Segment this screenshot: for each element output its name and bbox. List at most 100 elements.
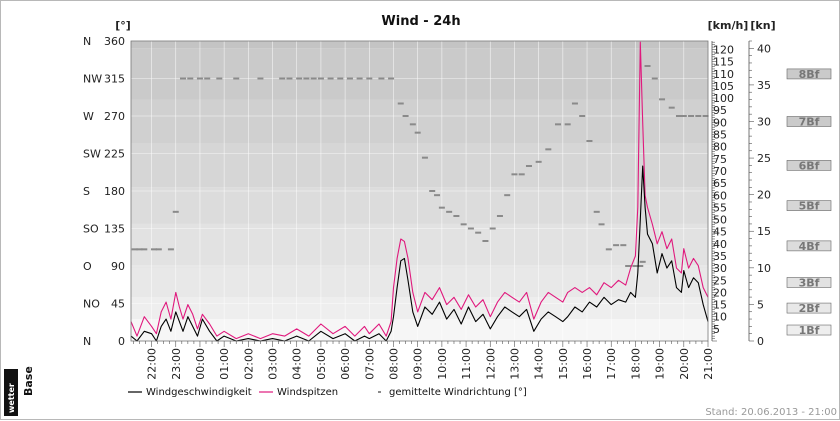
x-tick-label: 03:00 — [267, 348, 280, 380]
kmh-tick-label: 50 — [713, 214, 727, 227]
kmh-tick-label: 40 — [713, 238, 727, 251]
direction-point — [233, 77, 240, 80]
kmh-tick-label: 15 — [713, 299, 727, 312]
direction-point — [688, 115, 695, 117]
direction-point — [257, 77, 264, 80]
kn-tick-label: 40 — [757, 42, 771, 55]
direction-point — [279, 77, 286, 80]
legend-label-speed: Windgeschwindigkeit — [146, 387, 252, 398]
direction-point — [489, 227, 496, 230]
left-tick-label: 270 — [104, 110, 125, 123]
direction-point — [586, 140, 593, 142]
direction-point — [564, 123, 571, 126]
x-tick-label: 00:00 — [194, 348, 207, 380]
direction-point — [695, 115, 702, 117]
brand-logo-text: wetter — [7, 383, 16, 413]
direction-point — [535, 160, 542, 163]
direction-label: O — [83, 260, 92, 273]
direction-label: SO — [83, 223, 99, 236]
x-tick-label: 10:00 — [436, 348, 449, 380]
direction-point — [303, 77, 310, 80]
direction-point — [414, 131, 421, 134]
kmh-tick-label: 110 — [713, 68, 734, 81]
x-tick-label: 02:00 — [242, 348, 255, 380]
direction-point — [421, 156, 428, 159]
direction-series — [131, 65, 709, 267]
kn-tick-label: 20 — [757, 189, 771, 202]
kmh-tick-label: 30 — [713, 262, 727, 275]
kn-tick-label: 15 — [757, 225, 771, 238]
kmh-tick-label: 120 — [713, 44, 734, 57]
direction-label: S — [83, 185, 90, 198]
legend-swatch-direction — [378, 391, 381, 393]
legend-label-gust: Windspitzen — [277, 387, 338, 398]
kmh-tick-label: 80 — [713, 141, 727, 154]
beaufort-band — [131, 99, 708, 144]
left-tick-label: 360 — [104, 35, 125, 48]
x-tick-label: 05:00 — [315, 348, 328, 380]
direction-point — [150, 248, 157, 251]
direction-point — [216, 77, 223, 80]
direction-point — [593, 210, 600, 213]
direction-point — [429, 190, 436, 192]
kmh-tick-label: 95 — [713, 104, 727, 117]
direction-point — [605, 248, 612, 251]
left-tick-label: 45 — [111, 298, 125, 311]
kmh-tick-label: 55 — [713, 201, 727, 214]
direction-point — [702, 115, 709, 117]
direction-label: SW — [83, 148, 101, 161]
beaufort-label: 6Bf — [799, 159, 820, 172]
x-tick-label: 16:00 — [581, 348, 594, 380]
left-axis-unit: [°] — [115, 19, 131, 32]
kmh-tick-label: 115 — [713, 56, 734, 69]
direction-point — [613, 244, 620, 247]
beaufort-swatch — [786, 302, 832, 314]
beaufort-band — [131, 143, 708, 188]
left-tick-label: 180 — [104, 185, 125, 198]
beaufort-band — [131, 267, 708, 298]
direction-point — [651, 77, 658, 80]
kmh-tick-label: 20 — [713, 286, 727, 299]
beaufort-band — [131, 187, 708, 224]
kn-tick-label: 25 — [757, 152, 771, 165]
direction-point — [131, 248, 138, 251]
direction-point — [680, 115, 687, 117]
chart-title: Wind - 24h — [381, 14, 460, 29]
direction-point — [545, 148, 552, 151]
direction-point — [620, 244, 627, 247]
kmh-tick-label: 85 — [713, 129, 727, 142]
direction-label: N — [83, 335, 91, 348]
speed-series — [130, 41, 709, 342]
direction-point — [317, 77, 324, 80]
beaufort-label: 7Bf — [799, 115, 820, 128]
direction-point — [409, 123, 416, 126]
direction-point — [141, 248, 148, 251]
x-tick-label: 09:00 — [412, 348, 425, 380]
direction-point — [446, 210, 453, 213]
x-tick-label: 21:00 — [702, 348, 715, 380]
left-tick-label: 90 — [111, 260, 125, 273]
direction-point — [659, 98, 666, 101]
x-tick-label: 20:00 — [678, 348, 691, 380]
direction-point — [346, 77, 353, 80]
direction-point — [172, 210, 179, 213]
beaufort-band — [131, 319, 708, 341]
kn-tick-label: 5 — [757, 298, 764, 311]
beaufort-swatch — [786, 277, 832, 288]
direction-point — [525, 165, 532, 167]
direction-point — [639, 260, 646, 263]
x-tick-label: 23:00 — [170, 348, 183, 380]
kmh-tick-label: 105 — [713, 80, 734, 93]
plot-border — [130, 40, 709, 342]
direction-point — [644, 65, 651, 67]
direction-point — [378, 77, 385, 80]
left-tick-label: 135 — [104, 223, 125, 236]
direction-point — [675, 115, 682, 117]
direction-point — [397, 102, 404, 105]
timestamp: Stand: 20.06.2013 - 21:00 — [705, 407, 837, 418]
direction-point — [579, 115, 586, 117]
brand-name: Base — [22, 366, 35, 396]
beaufort-swatch — [786, 116, 832, 127]
speed-line — [130, 165, 709, 342]
